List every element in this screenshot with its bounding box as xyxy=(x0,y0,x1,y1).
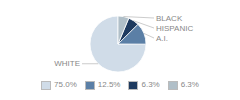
html-text:12.5%: 12.5% xyxy=(97,80,121,89)
svg-text:HISPANIC: HISPANIC xyxy=(156,24,193,33)
html-text:6.3%: 6.3% xyxy=(141,80,160,89)
svg-text:BLACK: BLACK xyxy=(156,14,183,23)
svg-text:A.I.: A.I. xyxy=(156,34,168,43)
html-text:75.0%: 75.0% xyxy=(54,80,77,89)
html-text:6.3%: 6.3% xyxy=(180,80,199,89)
svg-text:WHITE: WHITE xyxy=(54,59,80,68)
